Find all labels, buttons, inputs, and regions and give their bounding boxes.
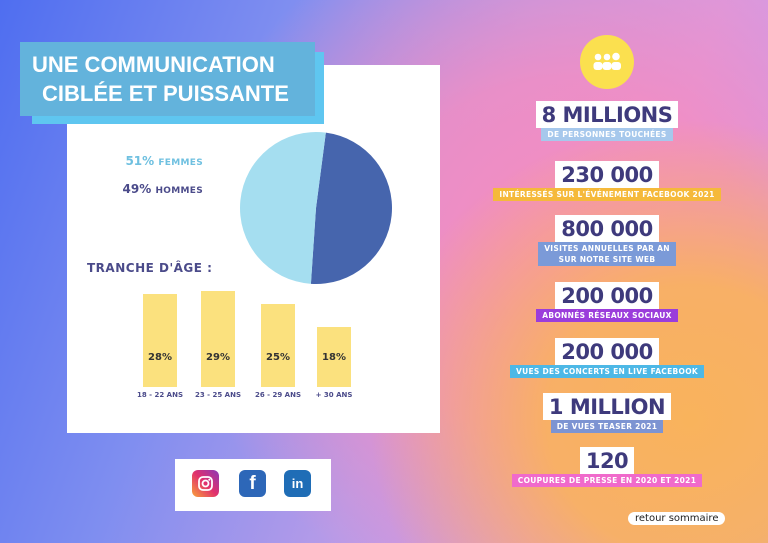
stat-label: COUPURES DE PRESSE EN 2020 ET 2021 xyxy=(511,474,703,487)
stat-item: 230 000 INTÉRESSÉS SUR L'ÉVÉNEMENT FACEB… xyxy=(457,161,757,201)
stat-item: 120 COUPURES DE PRESSE EN 2020 ET 2021 xyxy=(457,447,757,487)
bar-category-label: 18 - 22 ANS xyxy=(136,391,184,399)
bar-value-label: 28% xyxy=(148,352,172,363)
linkedin-icon[interactable]: in xyxy=(284,470,311,497)
title-line-2: CIBLÉE ET PUISSANTE xyxy=(42,81,289,106)
legend-hommes: 49% HOMMES xyxy=(122,182,203,196)
bar-value-label: 18% xyxy=(322,352,346,363)
pie-slice-femmes xyxy=(240,132,326,284)
retour-sommaire-button[interactable]: retour sommaire xyxy=(628,512,726,525)
facebook-icon[interactable]: f xyxy=(239,470,266,497)
stat-item: 8 MILLIONS DE PERSONNES TOUCHÉES xyxy=(457,101,757,141)
stat-label: INTÉRESSÉS SUR L'ÉVÉNEMENT FACEBOOK 2021 xyxy=(493,188,721,201)
stat-item: 200 000 VUES DES CONCERTS EN LIVE FACEBO… xyxy=(457,338,757,378)
stat-item: 1 MILLION DE VUES TEASER 2021 xyxy=(457,393,757,433)
stat-number: 200 000 xyxy=(555,282,659,309)
age-bar xyxy=(201,291,235,387)
stat-item: 800 000 VISITES ANNUELLES PAR AN SUR NOTR… xyxy=(457,215,757,266)
stat-label-text: VUES DES CONCERTS EN LIVE FACEBOOK xyxy=(515,367,699,376)
stat-label: VUES DES CONCERTS EN LIVE FACEBOOK xyxy=(509,365,705,378)
stat-number: 200 000 xyxy=(555,338,659,365)
title-line-1: UNE COMMUNICATION xyxy=(32,52,275,77)
instagram-icon[interactable] xyxy=(192,470,219,497)
stat-label-text: DE VUES TEASER 2021 xyxy=(556,422,658,431)
bar-value-label: 29% xyxy=(206,352,230,363)
bar-category-label: 26 - 29 ANS xyxy=(254,391,302,399)
bar-category-label: 23 - 25 ANS xyxy=(194,391,242,399)
stat-label: ABONNÉS RÉSEAUX SOCIAUX xyxy=(536,309,678,322)
stat-label: DE VUES TEASER 2021 xyxy=(550,420,664,433)
page-title: UNE COMMUNICATION CIBLÉE ET PUISSANTE xyxy=(20,42,315,116)
age-bar xyxy=(261,304,295,387)
age-bar xyxy=(143,294,177,387)
stat-number: 8 MILLIONS xyxy=(535,101,679,128)
stat-label-text: INTÉRESSÉS SUR L'ÉVÉNEMENT FACEBOOK 2021 xyxy=(499,190,715,199)
stat-number: 1 MILLION xyxy=(542,393,672,420)
bar-value-label: 25% xyxy=(266,352,290,363)
stat-label-text: COUPURES DE PRESSE EN 2020 ET 2021 xyxy=(517,476,697,485)
stat-label: DE PERSONNES TOUCHÉES xyxy=(541,128,673,141)
stat-label-text: DE PERSONNES TOUCHÉES xyxy=(547,130,667,139)
people-icon xyxy=(580,35,634,89)
stat-label: VISITES ANNUELLES PAR AN SUR NOTRE SITE W… xyxy=(538,242,676,266)
bar-category-label: + 30 ANS xyxy=(315,391,353,399)
stat-number: 230 000 xyxy=(555,161,659,188)
age-bar xyxy=(317,327,351,387)
stat-label-text: VISITES ANNUELLES PAR AN xyxy=(544,244,670,253)
gender-pie-chart xyxy=(240,132,393,284)
age-title: TRANCHE D'ÂGE : xyxy=(87,261,213,275)
stat-item: 200 000 ABONNÉS RÉSEAUX SOCIAUX xyxy=(457,282,757,322)
pie-slice-hommes xyxy=(310,132,393,284)
stat-number: 800 000 xyxy=(555,215,659,242)
stat-number: 120 xyxy=(579,447,635,474)
stat-label-text: SUR NOTRE SITE WEB xyxy=(558,255,656,264)
legend-femmes: 51% FEMMES xyxy=(125,154,203,168)
stat-label-text: ABONNÉS RÉSEAUX SOCIAUX xyxy=(542,311,672,320)
